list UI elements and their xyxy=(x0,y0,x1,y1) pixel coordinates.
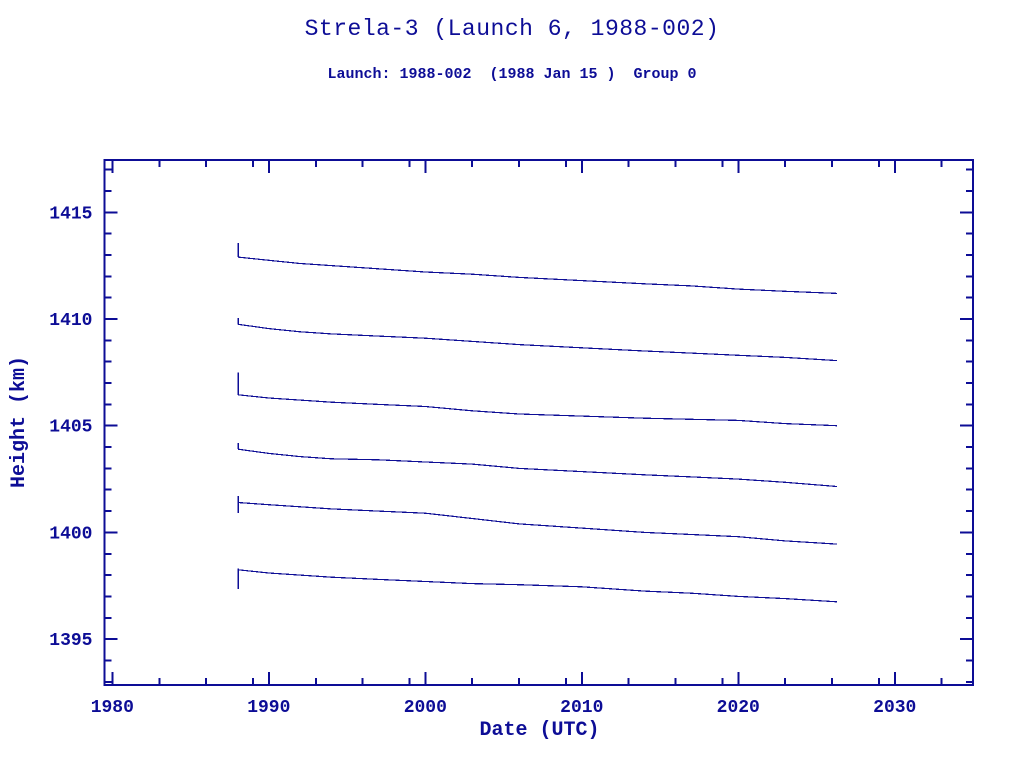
y-tick-label: 1410 xyxy=(49,311,92,331)
x-tick-label: 2000 xyxy=(404,698,447,718)
y-tick-label: 1395 xyxy=(49,631,92,651)
y-axis-label: Height (km) xyxy=(8,355,31,489)
height-series-line xyxy=(238,448,837,488)
x-tick-label: 2020 xyxy=(717,698,760,718)
height-series-line xyxy=(238,323,837,362)
x-tick-label: 2010 xyxy=(560,698,603,718)
y-tick-label: 1400 xyxy=(49,524,92,544)
x-axis-label: Date (UTC) xyxy=(479,719,600,742)
height-series-line xyxy=(238,256,837,294)
y-tick-label: 1405 xyxy=(49,418,92,438)
x-tick-label: 2030 xyxy=(873,698,916,718)
y-tick-label: 1415 xyxy=(49,204,92,224)
plot-frame xyxy=(103,159,974,686)
height-series-line xyxy=(238,569,837,603)
chart-subtitle: Launch: 1988-002 (1988 Jan 15 ) Group 0 xyxy=(327,66,697,83)
height-series-line xyxy=(238,501,837,545)
x-tick-label: 1990 xyxy=(247,698,290,718)
chart-title: Strela-3 (Launch 6, 1988-002) xyxy=(304,16,720,42)
height-series-line xyxy=(238,394,837,427)
x-tick-label: 1980 xyxy=(91,698,134,718)
